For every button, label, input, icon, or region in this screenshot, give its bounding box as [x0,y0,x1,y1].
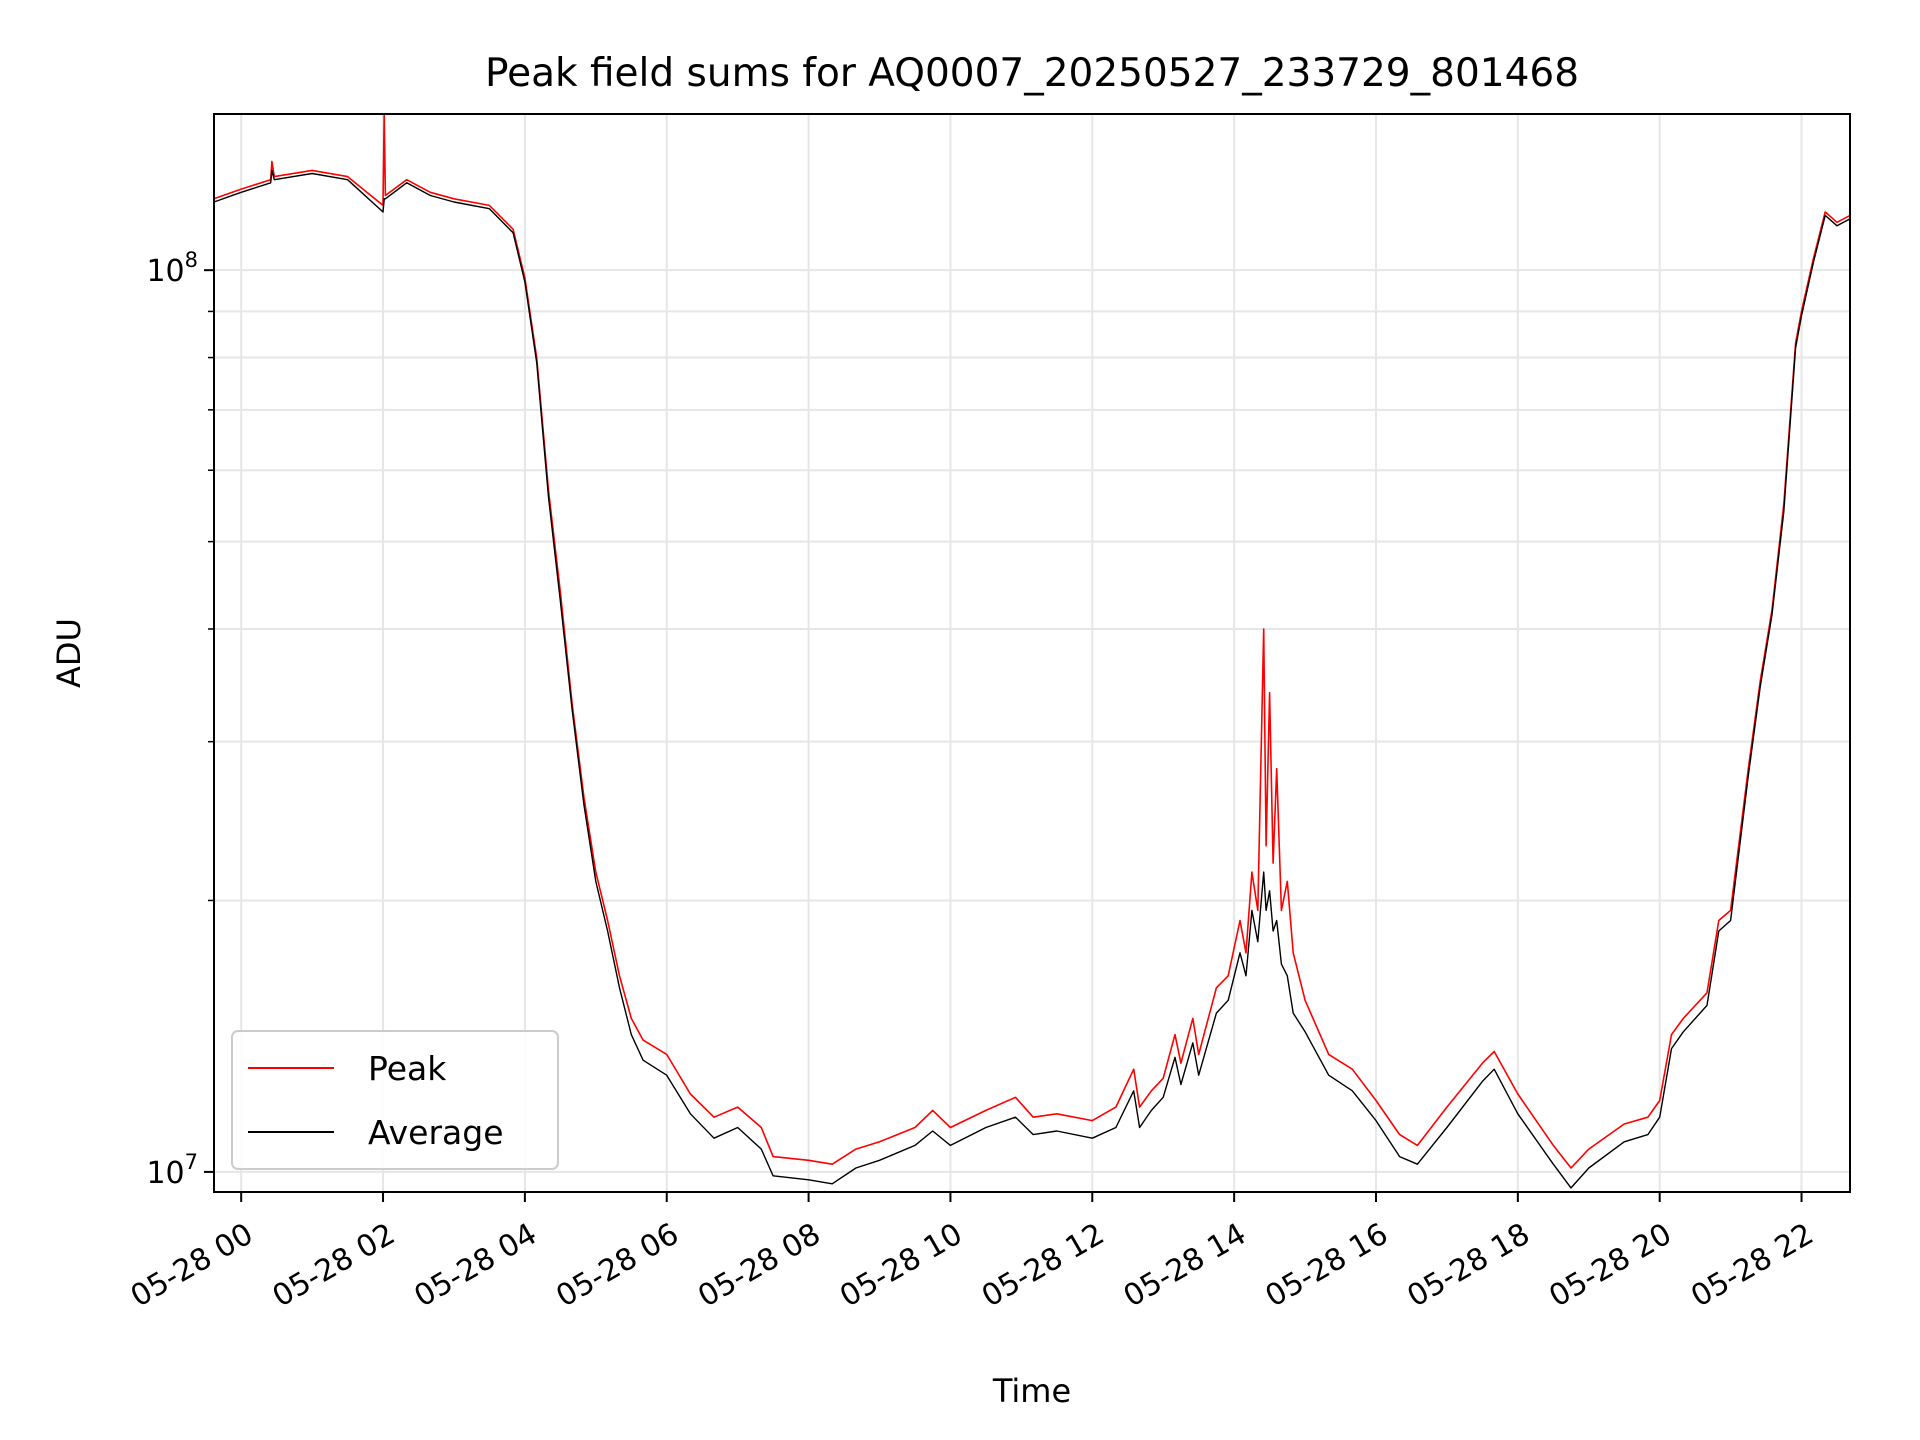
y-tick-label: 107 [146,1150,198,1191]
x-axis-label: Time [992,1372,1071,1410]
y-axis-ticks: 107 108 [146,248,214,1191]
legend-label-peak: Peak [368,1049,447,1088]
legend-label-average: Average [368,1113,504,1152]
series-line-average [213,169,1851,1189]
series-lines [213,113,1851,1189]
plot-frame [213,113,1851,1193]
chart-title: Peak field sums for AQ0007_20250527_2337… [485,51,1579,96]
y-tick-label: 108 [146,248,198,289]
legend-box [231,1030,559,1170]
y-axis-label: ADU [50,618,88,688]
grid [214,114,1850,1192]
legend: Peak Average [231,1030,559,1170]
